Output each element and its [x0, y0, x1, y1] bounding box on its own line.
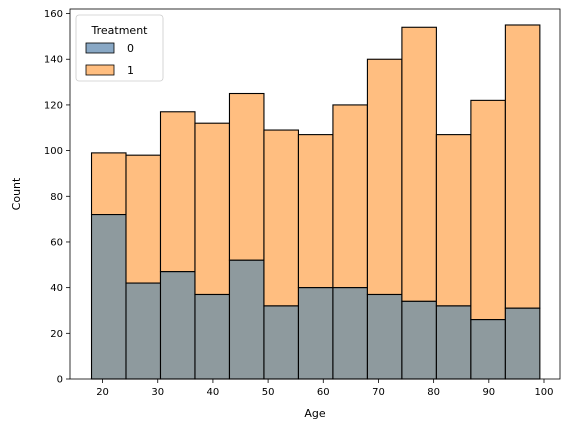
bar-treatment-0-bin-2: [159, 271, 196, 380]
bar-treatment-0-bin-1: [125, 282, 162, 380]
bar-treatment-0-bin-6: [297, 287, 334, 380]
bar-treatment-1-bin-1: [125, 154, 162, 284]
bar-treatment-1-bin-5: [263, 129, 299, 307]
bar-treatment-0-bin-4: [228, 259, 265, 380]
y-axis: 0 20 40 60 80 100 120 140 160: [44, 9, 70, 386]
bar-treatment-0-bin-8: [366, 293, 403, 380]
x-axis-label: Age: [304, 407, 326, 420]
y-tick-label-100: 100: [44, 146, 63, 157]
bars-layer: [90, 24, 541, 380]
bar-treatment-1-bin-7: [332, 104, 368, 289]
legend-label-1: 1: [127, 64, 134, 77]
y-tick-label-140: 140: [44, 55, 63, 66]
x-axis: 20 30 40 50 60 70 80 90 100: [96, 379, 554, 398]
bar-treatment-1-bin-10: [435, 134, 472, 307]
x-tick-label-40: 40: [207, 387, 220, 398]
bar-treatment-0-bin-9: [401, 300, 437, 380]
bar-treatment-0-bin-5: [263, 305, 299, 380]
x-tick-label-20: 20: [96, 387, 109, 398]
x-tick-label-50: 50: [262, 387, 275, 398]
legend-swatch-0: [85, 42, 115, 54]
legend: Treatment 01: [75, 14, 164, 82]
y-tick-label-20: 20: [50, 329, 63, 340]
x-tick-label-90: 90: [482, 387, 495, 398]
y-tick-label-60: 60: [50, 237, 63, 248]
x-tick-label-80: 80: [427, 387, 440, 398]
x-tick-label-60: 60: [317, 387, 330, 398]
legend-swatch-1: [85, 64, 115, 76]
legend-box: [75, 14, 164, 82]
legend-items: 01: [85, 42, 134, 77]
bar-treatment-1-bin-3: [194, 122, 231, 296]
bar-treatment-1-bin-8: [366, 58, 403, 296]
bar-treatment-1-bin-12: [504, 24, 541, 309]
bar-treatment-0-bin-12: [504, 307, 541, 380]
bar-treatment-0-bin-7: [332, 287, 368, 380]
x-tick-label-70: 70: [372, 387, 385, 398]
plot-frame: [69, 8, 561, 380]
bar-treatment-1-bin-4: [228, 92, 265, 261]
y-tick-label-0: 0: [57, 375, 63, 386]
x-tick-label-100: 100: [534, 387, 553, 398]
bar-treatment-1-bin-2: [159, 111, 196, 273]
y-axis-label: Count: [10, 177, 23, 210]
y-tick-label-40: 40: [50, 283, 63, 294]
bar-treatment-0-bin-3: [194, 293, 231, 380]
x-tick-label-30: 30: [151, 387, 164, 398]
y-tick-label-80: 80: [50, 192, 63, 203]
bar-treatment-1-bin-11: [470, 99, 506, 321]
legend-label-0: 0: [127, 42, 134, 55]
y-tick-label-120: 120: [44, 100, 63, 111]
bar-treatment-1-bin-0: [90, 152, 127, 216]
legend-title: Treatment: [91, 24, 149, 37]
bar-treatment-0-bin-11: [470, 319, 506, 380]
bar-treatment-1-bin-9: [401, 26, 437, 302]
bar-treatment-0-bin-0: [90, 214, 127, 380]
y-tick-label-160: 160: [44, 9, 63, 20]
bar-treatment-0-bin-10: [435, 305, 472, 380]
bar-treatment-1-bin-6: [297, 134, 334, 289]
